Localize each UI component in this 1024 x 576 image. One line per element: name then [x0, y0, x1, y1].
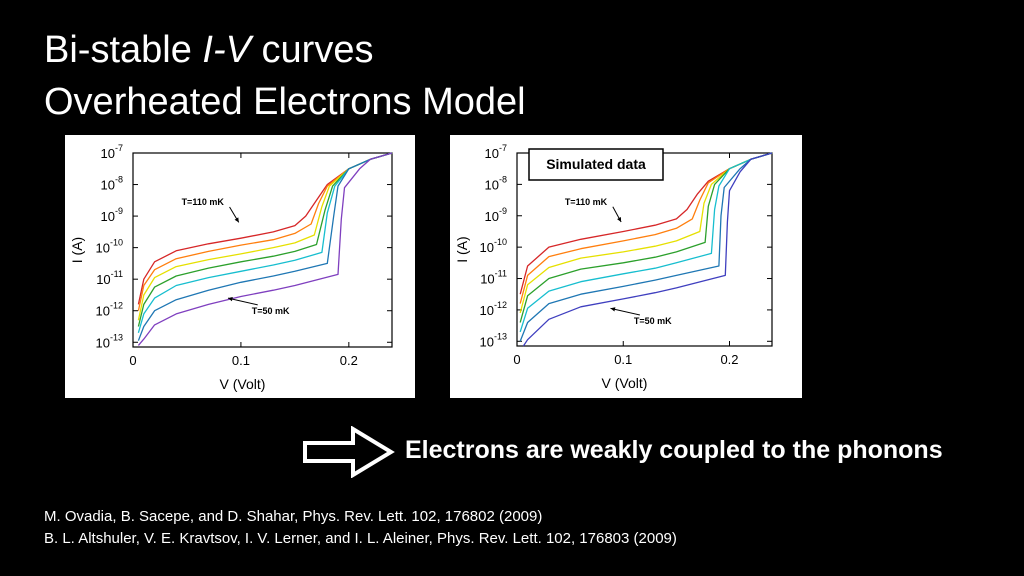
x-tick-label: 0.2: [340, 353, 358, 368]
y-tick-label: 10-11: [96, 269, 123, 287]
y-tick-label: 10-9: [485, 206, 507, 224]
x-tick-label: 0.1: [614, 352, 632, 367]
annotation-arrowhead: [617, 217, 622, 222]
reference-2: B. L. Altshuler, V. E. Kravtsov, I. V. L…: [44, 530, 677, 547]
annotation-arrowhead: [610, 307, 616, 312]
title-line-2: Overheated Electrons Model: [44, 81, 526, 123]
slide-title: Bi-stable I-V curves Overheated Electron…: [44, 24, 526, 128]
measured-iv-chart-svg: 10-7 10-8 10-9 10-10 10-11 10-12 10-13 0 0.1 0.2 V…: [69, 143, 393, 392]
annotation-label: T=110 mK: [182, 197, 225, 207]
x-axis-label: V (Volt): [602, 375, 648, 391]
series-line-5: [519, 152, 773, 342]
annotation-label: T=110 mK: [565, 197, 608, 207]
y-tick-label: 10-9: [101, 206, 123, 224]
annotation-arrow: [610, 307, 640, 316]
title-italic-iv: I-V: [202, 29, 251, 71]
simulated-iv-chart-svg: 10-7 10-8 10-9 10-10 10-11 10-12 10-13 0 0.1 0.2 V…: [454, 143, 773, 391]
simulated-iv-chart: 10-7 10-8 10-9 10-10 10-11 10-12 10-13 0 0.1 0.2 V…: [450, 135, 802, 398]
plot-frame: [516, 152, 773, 347]
title-part-2: curves: [250, 29, 374, 71]
x-tick-label: 0: [513, 352, 520, 367]
y-tick-label: 10-8: [101, 175, 123, 193]
reference-1: M. Ovadia, B. Sacepe, and D. Shahar, Phy…: [44, 508, 543, 525]
title-line-1: Bi-stable I-V curves: [44, 24, 526, 76]
y-tick-label: 10-13: [96, 332, 123, 350]
annotation-label: T=50 mK: [252, 306, 290, 316]
series-line-6: [137, 152, 393, 346]
y-tick-label: 10-13: [480, 331, 507, 349]
measured-iv-chart: 10-7 10-8 10-9 10-10 10-11 10-12 10-13 0 0.1 0.2 V…: [65, 135, 415, 398]
annotation-label: T=50 mK: [634, 316, 672, 326]
title-part-1: Bi-stable: [44, 29, 203, 71]
simulated-data-box: [528, 148, 664, 181]
x-tick-label: 0.2: [720, 352, 738, 367]
y-tick-label: 10-11: [480, 269, 507, 287]
y-axis-label: I (A): [454, 236, 470, 262]
x-axis-label: V (Volt): [220, 376, 266, 392]
series-line-6: [522, 152, 773, 347]
references: M. Ovadia, B. Sacepe, and D. Shahar, Phy…: [44, 506, 677, 550]
outline-right-arrow-icon: [303, 425, 395, 479]
annotation-arrowhead: [228, 297, 233, 302]
simulated-data-label: Simulated data: [546, 156, 646, 172]
annotation-arrowhead: [234, 217, 239, 223]
y-tick-label: 10-12: [96, 301, 123, 319]
y-tick-label: 10-12: [480, 300, 507, 318]
x-tick-label: 0.1: [232, 353, 250, 368]
series-line-5: [137, 152, 393, 341]
conclusion-text: Electrons are weakly coupled to the phon…: [405, 436, 943, 464]
y-tick-label: 10-7: [101, 143, 123, 161]
y-tick-label: 10-10: [96, 238, 123, 256]
series-line-4: [519, 152, 773, 333]
y-axis-label: I (A): [69, 237, 85, 263]
annotation-arrow: [227, 297, 258, 306]
x-tick-label: 0: [129, 353, 136, 368]
y-tick-label: 10-10: [480, 237, 507, 255]
y-tick-label: 10-8: [485, 174, 507, 192]
y-tick-label: 10-7: [485, 143, 507, 161]
